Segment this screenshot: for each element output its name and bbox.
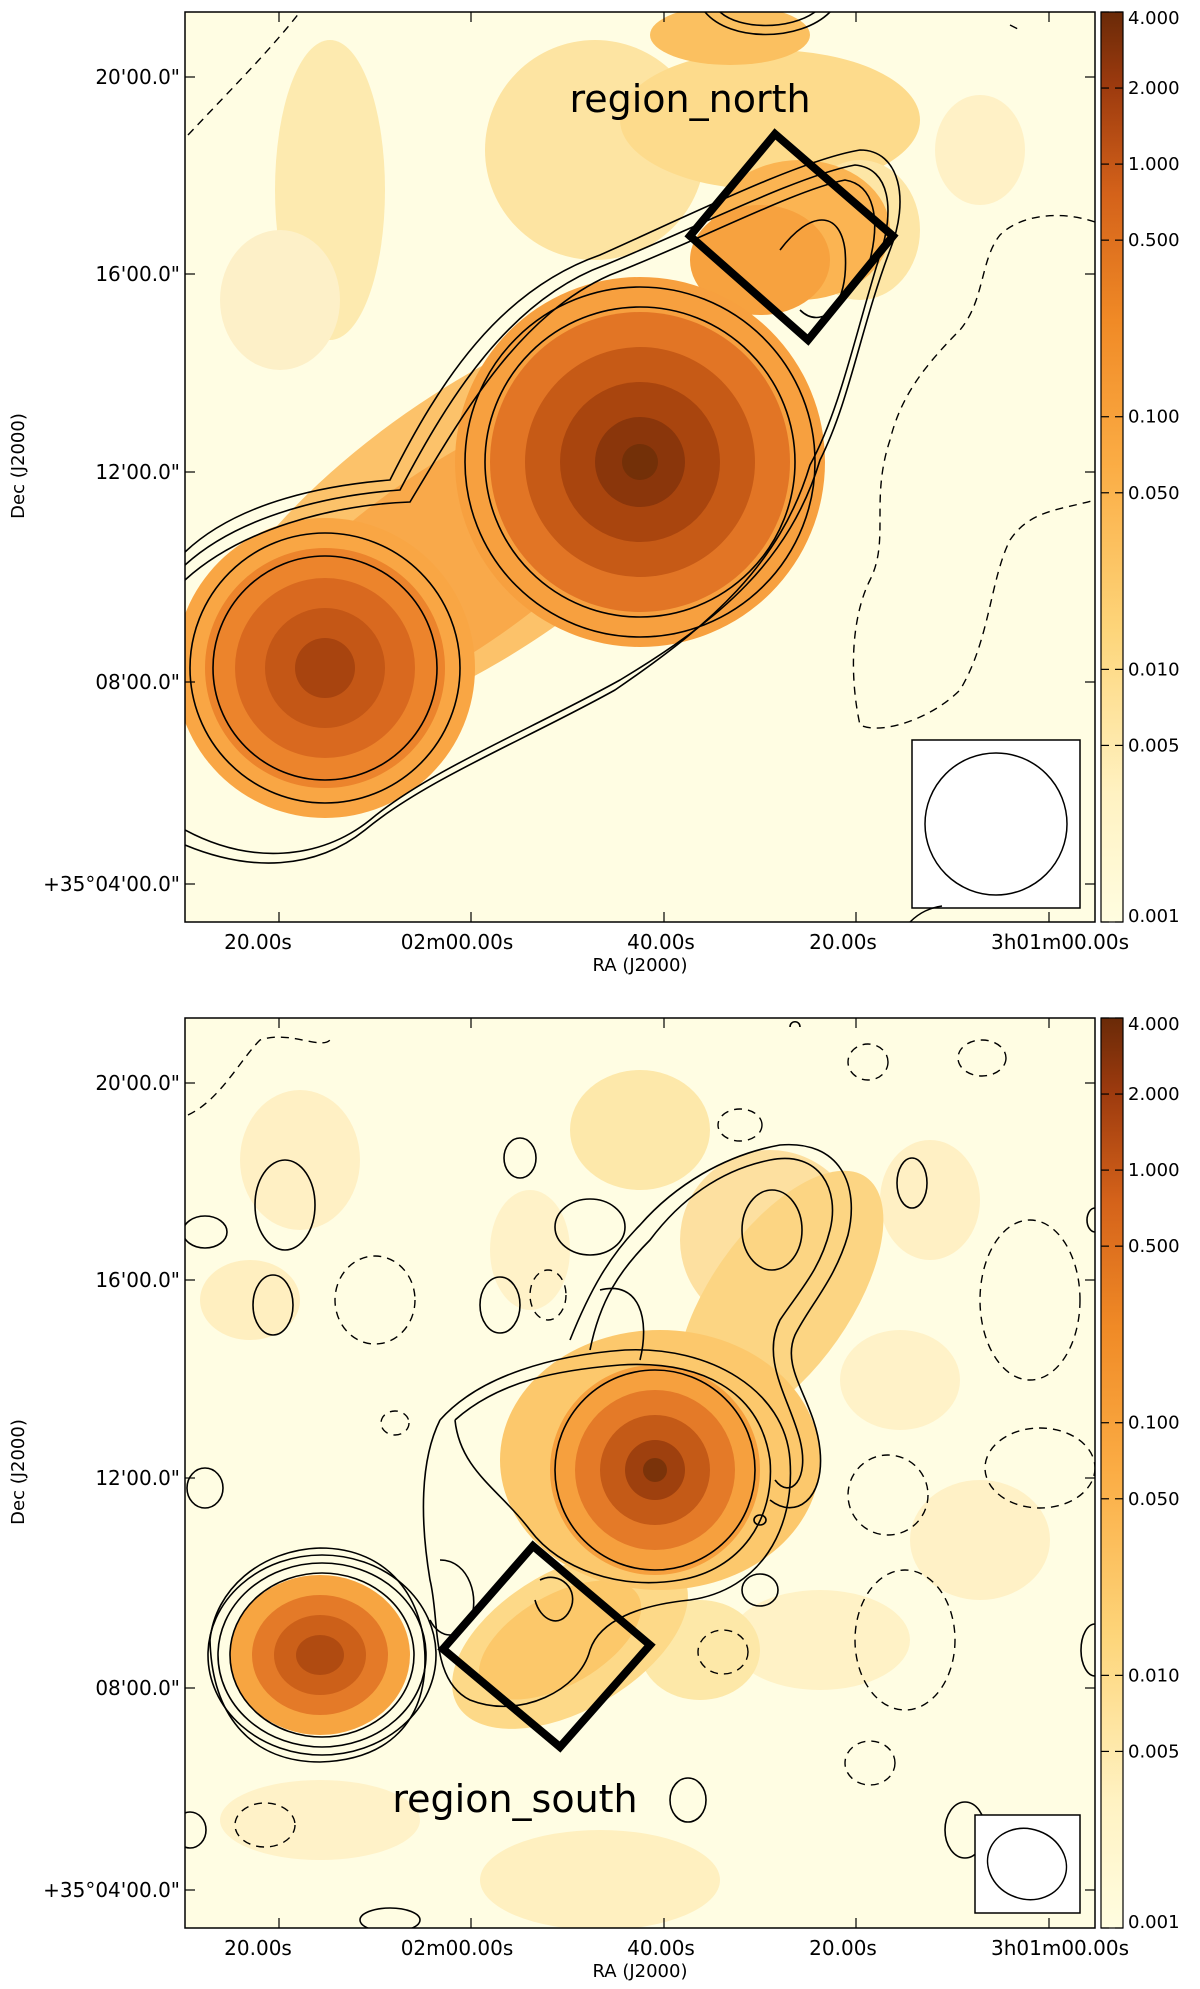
x-tick-label: 02m00.00s xyxy=(401,1936,514,1960)
x-tick-label: 02m00.00s xyxy=(401,930,514,954)
region-north-label: region_north xyxy=(569,77,810,121)
colorbar-tick-label: 2.000 xyxy=(1128,1084,1180,1105)
top-x-axis-label: RA (J2000) xyxy=(593,955,688,976)
colorbar-tick-label: 0.050 xyxy=(1128,483,1180,504)
x-tick-label: 20.00s xyxy=(224,1936,292,1960)
colorbar-tick-label: 0.005 xyxy=(1128,735,1180,756)
y-tick-label: 16'00.0" xyxy=(95,1268,180,1292)
colorbar-tick-label: 1.000 xyxy=(1128,154,1180,175)
y-tick-label: 20'00.0" xyxy=(95,65,180,89)
bottom-plot-frame xyxy=(184,1017,1096,1929)
colorbar-tick-label: 0.001 xyxy=(1128,906,1180,927)
x-tick-label: 40.00s xyxy=(627,930,695,954)
top-x-ticks xyxy=(278,12,1050,922)
colorbar-tick-label: 4.000 xyxy=(1128,1014,1180,1035)
top-colorbar xyxy=(1100,11,1124,923)
y-tick-label: +35°04'00.0" xyxy=(43,1878,180,1902)
y-tick-label: 20'00.0" xyxy=(95,1071,180,1095)
colorbar-tick-label: 2.000 xyxy=(1128,78,1180,99)
bottom-y-ticks xyxy=(185,1082,1095,1891)
x-tick-label: 20.00s xyxy=(809,930,877,954)
colorbar-tick-label: 0.010 xyxy=(1128,1665,1180,1686)
x-tick-label: 3h01m00.00s xyxy=(991,1936,1129,1960)
colorbar-tick-label: 1.000 xyxy=(1128,1160,1180,1181)
top-x-tick-labels: 20.00s 02m00.00s 40.00s 20.00s 3h01m00.0… xyxy=(224,930,1129,954)
bottom-x-tick-labels: 20.00s 02m00.00s 40.00s 20.00s 3h01m00.0… xyxy=(224,1936,1129,1960)
x-tick-label: 20.00s xyxy=(224,930,292,954)
top-y-ticks xyxy=(185,76,1095,885)
x-tick-label: 40.00s xyxy=(627,1936,695,1960)
region-south-box xyxy=(437,1540,656,1753)
colorbar-tick-label: 0.500 xyxy=(1128,230,1180,251)
colorbar-tick-label: 0.005 xyxy=(1128,1741,1180,1762)
bottom-x-ticks xyxy=(278,1018,1050,1928)
y-tick-label: 16'00.0" xyxy=(95,262,180,286)
y-tick-label: 08'00.0" xyxy=(95,1676,180,1700)
bottom-beam-inset xyxy=(974,1814,1081,1914)
bottom-y-tick-labels: 20'00.0" 16'00.0" 12'00.0" 08'00.0" +35°… xyxy=(43,1071,180,1902)
region-south-label: region_south xyxy=(392,1777,637,1821)
y-tick-label: 08'00.0" xyxy=(95,670,180,694)
colorbar-tick-label: 0.500 xyxy=(1128,1236,1180,1257)
bottom-negative-contours xyxy=(187,1036,1095,1848)
top-plot-frame xyxy=(184,11,1096,923)
top-beam-inset xyxy=(911,739,1081,909)
bottom-contours xyxy=(185,1020,1095,1928)
bottom-colorbar-ticks: 4.000 2.000 1.000 0.500 0.100 0.050 0.010 0.005… xyxy=(1101,1014,1180,1933)
colorbar-tick-label: 0.001 xyxy=(1128,1912,1180,1933)
top-colorbar-ticks: 4.000 2.000 1.000 0.500 0.100 0.050 0.010 0.005… xyxy=(1101,8,1180,927)
top-negative-contours xyxy=(187,12,1095,729)
region-north-box xyxy=(684,128,899,346)
top-y-tick-labels: 20'00.0" 16'00.0" 12'00.0" 08'00.0" +35°… xyxy=(43,65,180,896)
y-tick-label: +35°04'00.0" xyxy=(43,872,180,896)
top-y-axis-label: Dec (J2000) xyxy=(8,413,29,519)
top-panel: region_north xyxy=(8,8,1180,976)
x-tick-label: 3h01m00.00s xyxy=(991,930,1129,954)
bottom-x-axis-label: RA (J2000) xyxy=(593,1961,688,1982)
colorbar-tick-label: 4.000 xyxy=(1128,8,1180,29)
colorbar-tick-label: 0.100 xyxy=(1128,1413,1180,1434)
top-intensity-map xyxy=(185,12,1025,818)
bottom-intensity-map xyxy=(200,1070,1050,1928)
bottom-colorbar xyxy=(1100,1017,1124,1929)
bottom-y-axis-label: Dec (J2000) xyxy=(8,1419,29,1525)
bottom-panel: region_south xyxy=(8,1014,1180,1982)
y-tick-label: 12'00.0" xyxy=(95,460,180,484)
colorbar-tick-label: 0.100 xyxy=(1128,407,1180,428)
x-tick-label: 20.00s xyxy=(809,1936,877,1960)
colorbar-tick-label: 0.010 xyxy=(1128,659,1180,680)
y-tick-label: 12'00.0" xyxy=(95,1466,180,1490)
colorbar-tick-label: 0.050 xyxy=(1128,1489,1180,1510)
